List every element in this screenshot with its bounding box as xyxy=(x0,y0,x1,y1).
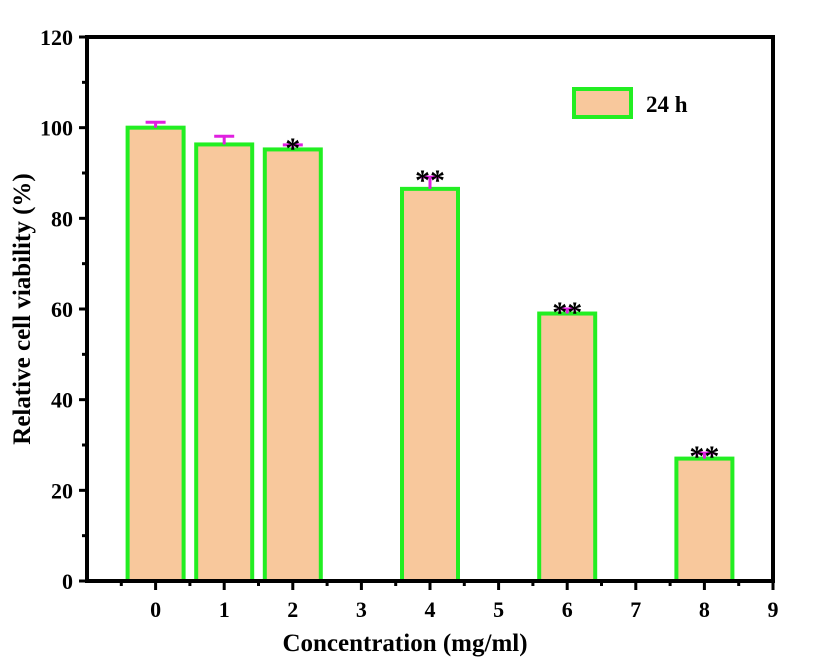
x-tick-label: 0 xyxy=(150,597,161,622)
y-tick-label: 120 xyxy=(40,25,73,50)
y-tick-label: 40 xyxy=(51,388,73,413)
error-bars-layer xyxy=(145,120,715,459)
significance-label: ** xyxy=(415,164,445,197)
y-tick-label: 100 xyxy=(40,116,73,141)
y-tick-label: 0 xyxy=(62,569,73,594)
significance-label: * xyxy=(285,132,300,165)
bar xyxy=(537,311,598,583)
y-axis-title: Relative cell viability (%) xyxy=(9,173,36,444)
x-tick-label: 3 xyxy=(356,597,367,622)
significance-label: ** xyxy=(552,296,582,329)
ticks-layer: 0 20 40 60 80 100 120 0 1 2 3 4 5 6 7 8 9 xyxy=(40,25,779,622)
bar xyxy=(674,456,735,584)
legend: 24 h xyxy=(572,87,688,119)
y-tick-label: 20 xyxy=(51,478,73,503)
legend-label: 24 h xyxy=(646,92,688,117)
legend-swatch xyxy=(572,87,633,119)
x-tick-label: 2 xyxy=(287,597,298,622)
bar xyxy=(194,142,255,583)
x-tick-label: 5 xyxy=(493,597,504,622)
y-tick-label: 60 xyxy=(51,297,73,322)
significance-label: ** xyxy=(689,440,719,473)
x-tick-label: 7 xyxy=(630,597,641,622)
x-tick-label: 4 xyxy=(425,597,436,622)
significance-layer: ******* xyxy=(285,132,719,473)
x-tick-label: 9 xyxy=(768,597,779,622)
bar xyxy=(400,186,460,583)
y-tick-label: 80 xyxy=(51,206,73,231)
bar xyxy=(262,147,323,583)
x-tick-label: 6 xyxy=(562,597,573,622)
x-tick-label: 1 xyxy=(219,597,230,622)
bar xyxy=(125,125,186,584)
x-tick-label: 8 xyxy=(699,597,710,622)
x-axis-title: Concentration (mg/ml) xyxy=(282,630,527,657)
